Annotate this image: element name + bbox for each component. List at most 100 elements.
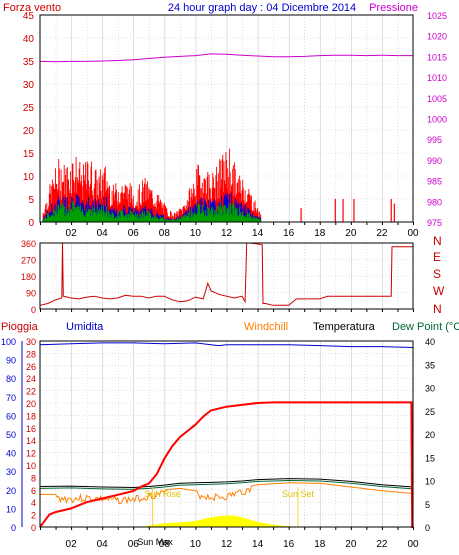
x-tick-label: 14 — [252, 539, 264, 550]
temp-tick-label: 15 — [425, 453, 435, 463]
x-tick-label: 20 — [345, 539, 357, 550]
y-right-tick-label: 1015 — [427, 52, 447, 62]
wind-force-label: Forza vento — [3, 2, 61, 14]
x-tick-label: 06 — [128, 228, 140, 239]
humidity-tick-label: 90 — [6, 356, 16, 366]
humidity-tick-label: 50 — [6, 430, 16, 440]
x-tick-label: 06 — [128, 539, 140, 550]
rain-tick-label: 8 — [31, 473, 36, 483]
direction-tick-label: 360 — [21, 239, 36, 249]
direction-tick-label: 180 — [21, 272, 36, 282]
temp-tick-label: 20 — [425, 430, 435, 440]
x-tick-label: 04 — [97, 539, 109, 550]
rain-tick-label: 30 — [26, 337, 36, 347]
x-tick-label: 08 — [159, 228, 171, 239]
rain-tick-label: 24 — [26, 374, 36, 384]
wind-secondary-series — [42, 201, 262, 222]
windchill-series — [40, 482, 412, 505]
y-right-tick-label: 1025 — [427, 11, 447, 21]
humidity-tick-label: 10 — [6, 504, 16, 514]
x-tick-label: 18 — [314, 539, 326, 550]
humidity-series — [39, 342, 414, 348]
wind-direction-series — [39, 242, 413, 306]
y-right-tick-label: 980 — [427, 197, 442, 207]
compass-label: N — [433, 234, 442, 248]
y-right-tick-label: 975 — [427, 218, 442, 228]
y-left-tick-label: 40 — [23, 34, 35, 45]
temp-tick-label: 10 — [425, 477, 435, 487]
rain-tick-label: 10 — [26, 461, 36, 471]
temp-tick-label: 5 — [425, 500, 430, 510]
x-tick-label: 08 — [159, 539, 171, 550]
rain-tick-label: 14 — [26, 436, 36, 446]
x-tick-label: 00 — [407, 228, 419, 239]
rain-tick-label: 0 — [31, 523, 36, 533]
rain-tick-label: 4 — [31, 498, 36, 508]
humidity-tick-label: 40 — [6, 449, 16, 459]
solar-area — [141, 515, 300, 527]
humidity-tick-label: 80 — [6, 374, 16, 384]
rain-tick-label: 20 — [26, 399, 36, 409]
humidity-tick-label: 20 — [6, 486, 16, 496]
x-tick-label: 22 — [376, 539, 388, 550]
humidity-tick-label: 0 — [11, 523, 16, 533]
direction-tick-label: 0 — [31, 305, 36, 315]
direction-tick-label: 90 — [26, 289, 36, 299]
sun-set-label: Sun Set — [282, 489, 315, 499]
rain-tick-label: 18 — [26, 411, 36, 421]
sun-max-label: Sun Max — [137, 537, 173, 547]
compass-label: S — [433, 267, 441, 281]
y-left-tick-label: 0 — [28, 218, 34, 229]
y-right-tick-label: 985 — [427, 177, 442, 187]
humidity-tick-label: 60 — [6, 411, 16, 421]
temp-tick-label: 0 — [425, 523, 430, 533]
temp-tick-label: 35 — [425, 360, 435, 370]
y-left-tick-label: 25 — [23, 103, 35, 114]
compass-label: N — [433, 302, 442, 316]
y-left-tick-label: 20 — [23, 126, 35, 137]
x-tick-label: 16 — [283, 539, 295, 550]
x-tick-label: 12 — [221, 228, 233, 239]
rain-tick-label: 16 — [26, 424, 36, 434]
x-tick-label: 16 — [283, 228, 295, 239]
rain-tick-label: 6 — [31, 486, 36, 496]
pressure-label: Pressione — [369, 2, 418, 14]
temp-tick-label: 25 — [425, 407, 435, 417]
x-tick-label: 04 — [97, 228, 109, 239]
rain-tick-label: 2 — [31, 511, 36, 521]
pressure-series — [39, 53, 413, 63]
compass-label: E — [433, 250, 441, 264]
x-tick-label: 22 — [376, 228, 388, 239]
rain-tick-label: 26 — [26, 362, 36, 372]
humidity-label: Umidita — [66, 321, 104, 333]
sun-rise-label: Sun Rise — [144, 489, 181, 499]
y-right-tick-label: 1020 — [427, 32, 447, 42]
x-tick-label: 00 — [407, 539, 419, 550]
y-right-tick-label: 990 — [427, 156, 442, 166]
x-tick-label: 14 — [252, 228, 264, 239]
humidity-tick-label: 30 — [6, 467, 16, 477]
dewpoint-label: Dew Point (°C — [392, 321, 459, 333]
x-tick-label: 18 — [314, 228, 326, 239]
rain-label: Pioggia — [1, 321, 39, 333]
compass-label: W — [433, 284, 445, 298]
y-left-tick-label: 5 — [28, 195, 34, 206]
y-left-tick-label: 45 — [23, 11, 35, 22]
temperature-series — [39, 478, 414, 489]
direction-tick-label: 270 — [21, 256, 36, 266]
y-left-tick-label: 15 — [23, 149, 35, 160]
y-right-tick-label: 1000 — [427, 115, 447, 125]
y-left-tick-label: 30 — [23, 80, 35, 91]
x-tick-label: 12 — [221, 539, 233, 550]
y-left-tick-label: 10 — [23, 172, 35, 183]
y-right-tick-label: 1005 — [427, 94, 447, 104]
y-right-tick-label: 1010 — [427, 73, 447, 83]
humidity-tick-label: 100 — [1, 337, 16, 347]
temp-tick-label: 40 — [425, 337, 435, 347]
x-tick-label: 02 — [66, 539, 78, 550]
rain-series — [39, 401, 414, 528]
y-left-tick-label: 35 — [23, 57, 35, 68]
rain-tick-label: 22 — [26, 387, 36, 397]
